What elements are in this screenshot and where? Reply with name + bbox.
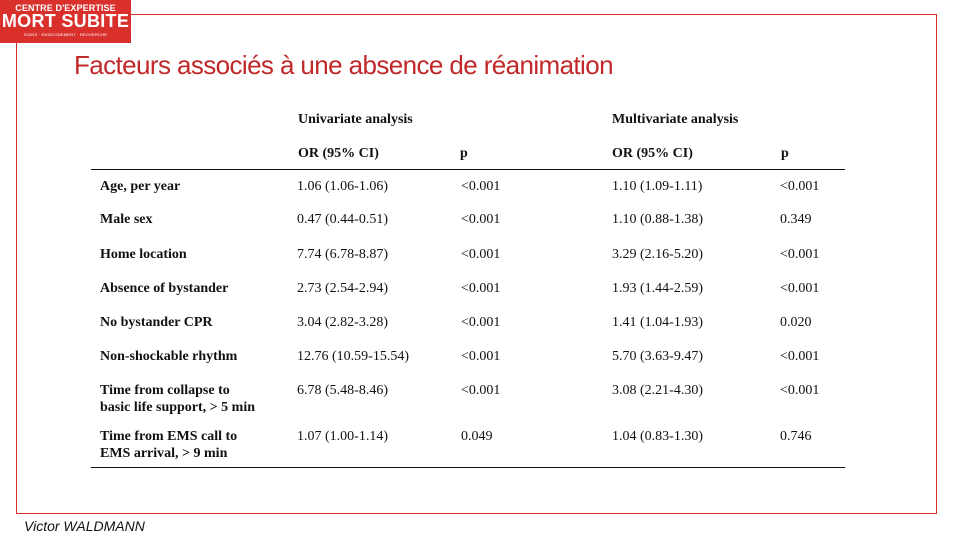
cell-uni-p: <0.001	[461, 247, 501, 262]
cell-uni-or: 0.47 (0.44-0.51)	[297, 212, 388, 227]
cell-uni-p: <0.001	[461, 179, 501, 194]
cell-multi-or: 3.08 (2.21-4.30)	[612, 383, 703, 398]
row-label-line-2: EMS arrival, > 9 min	[100, 446, 228, 461]
frame-left-border	[16, 43, 17, 513]
cell-uni-p: <0.001	[461, 281, 501, 296]
logo-line-2: MORT SUBITE	[1, 11, 130, 31]
col-header-uni-p: p	[460, 146, 468, 161]
cell-uni-p: 0.049	[461, 429, 493, 444]
cell-multi-or: 1.93 (1.44-2.59)	[612, 281, 703, 296]
author-footer: Victor WALDMANN	[24, 518, 145, 534]
cell-uni-or: 3.04 (2.82-3.28)	[297, 315, 388, 330]
cell-multi-p: 0.349	[780, 212, 812, 227]
cell-uni-p: <0.001	[461, 383, 501, 398]
slide-title: Facteurs associés à une absence de réani…	[74, 50, 614, 80]
cell-multi-p: <0.001	[780, 179, 820, 194]
cell-multi-or: 5.70 (3.63-9.47)	[612, 349, 703, 364]
logo: CENTRE D'EXPERTISE MORT SUBITE SOINS · E…	[0, 0, 131, 43]
cell-uni-p: <0.001	[461, 315, 501, 330]
cell-uni-or: 1.07 (1.00-1.14)	[297, 429, 388, 444]
row-label: Male sex	[100, 212, 153, 227]
frame-right-border	[936, 14, 937, 513]
cell-multi-p: <0.001	[780, 247, 820, 262]
row-label-line-2: basic life support, > 5 min	[100, 400, 255, 415]
cell-multi-p: 0.746	[780, 429, 812, 444]
row-label: Non-shockable rhythm	[100, 349, 238, 364]
cell-multi-or: 3.29 (2.16-5.20)	[612, 247, 703, 262]
col-header-multi-or: OR (95% CI)	[612, 146, 693, 161]
row-label: Absence of bystander	[100, 281, 229, 296]
cell-uni-or: 1.06 (1.06-1.06)	[297, 179, 388, 194]
frame-top-border	[131, 14, 937, 15]
cell-uni-or: 6.78 (5.48-8.46)	[297, 383, 388, 398]
col-header-multi-p: p	[781, 146, 789, 161]
row-label: Time from collapse to	[100, 383, 230, 398]
col-header-uni-or: OR (95% CI)	[298, 146, 379, 161]
cell-multi-or: 1.41 (1.04-1.93)	[612, 315, 703, 330]
header-univariate: Univariate analysis	[298, 112, 413, 127]
header-multivariate: Multivariate analysis	[612, 112, 739, 127]
bottom-rule	[91, 467, 845, 468]
cell-uni-or: 12.76 (10.59-15.54)	[297, 349, 409, 364]
cell-multi-or: 1.10 (1.09-1.11)	[612, 179, 703, 194]
cell-uni-p: <0.001	[461, 349, 501, 364]
row-label: Time from EMS call to	[100, 429, 238, 444]
cell-multi-p: <0.001	[780, 383, 820, 398]
frame-bottom-border	[16, 513, 937, 514]
cell-multi-p: <0.001	[780, 349, 820, 364]
cell-multi-or: 1.04 (0.83-1.30)	[612, 429, 703, 444]
row-label: Age, per year	[100, 179, 181, 194]
cell-uni-p: <0.001	[461, 212, 501, 227]
logo-line-1: CENTRE D'EXPERTISE	[15, 3, 116, 13]
cell-multi-or: 1.10 (0.88-1.38)	[612, 212, 703, 227]
logo-line-3: SOINS · ENSEIGNEMENT · RECHERCHE	[23, 32, 108, 37]
cell-uni-or: 2.73 (2.54-2.94)	[297, 281, 388, 296]
cell-uni-or: 7.74 (6.78-8.87)	[297, 247, 388, 262]
row-label: Home location	[100, 247, 187, 262]
row-label: No bystander CPR	[100, 315, 213, 330]
cell-multi-p: <0.001	[780, 281, 820, 296]
header-rule	[91, 169, 845, 170]
cell-multi-p: 0.020	[780, 315, 812, 330]
